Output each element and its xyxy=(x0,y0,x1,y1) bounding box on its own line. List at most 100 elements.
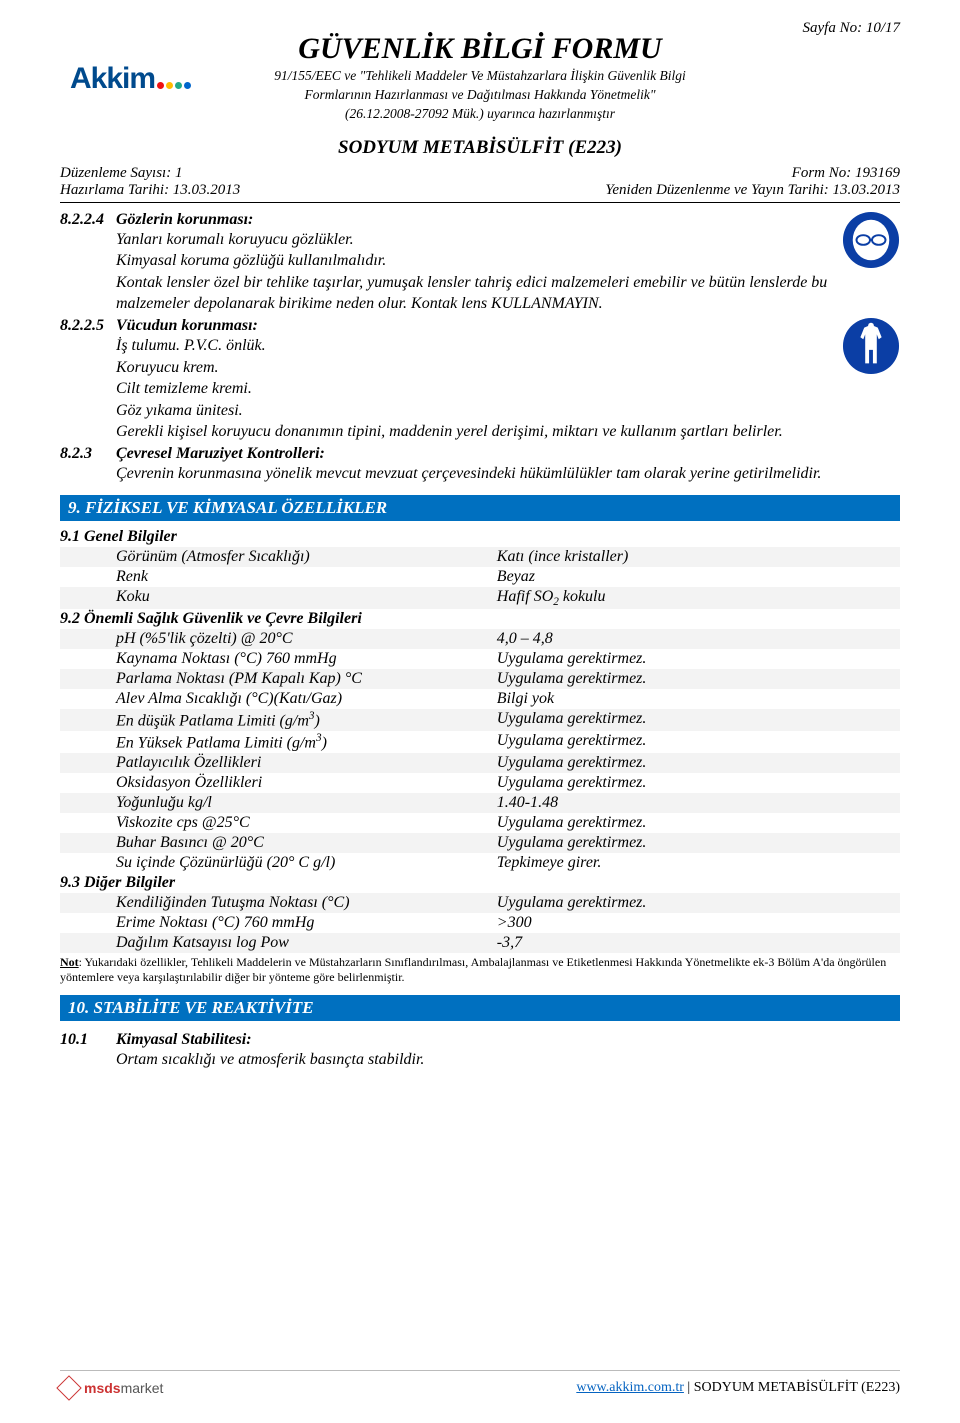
prop-key: Viskozite cps @25°C xyxy=(60,813,497,833)
coverall-icon xyxy=(842,317,900,375)
footer-right: www.akkim.com.tr | SODYUM METABİSÜLFİT (… xyxy=(576,1380,900,1396)
prop-key: Kendiliğinden Tutuşma Noktası (°C) xyxy=(60,893,497,913)
brand-logo-text: Akkim xyxy=(70,62,155,96)
table-group-head: 9.3 Diğer Bilgiler xyxy=(60,873,900,893)
properties-table: 9.1 Genel BilgilerGörünüm (Atmosfer Sıca… xyxy=(60,527,900,954)
goggles-icon xyxy=(842,211,900,269)
doc-meta-row: Düzenleme Sayısı: 1 Hazırlama Tarihi: 13… xyxy=(60,165,900,203)
section-101: 10.1 Kimyasal Stabilitesi: xyxy=(60,1031,900,1049)
body-line: Göz yıkama ünitesi. xyxy=(116,400,900,422)
table-row: Kendiliğinden Tutuşma Noktası (°C)Uygula… xyxy=(60,893,900,913)
prop-key: Erime Noktası (°C) 760 mmHg xyxy=(60,913,497,933)
prop-value: Uygulama gerektirmez. xyxy=(497,773,900,793)
table-row: Kaynama Noktası (°C) 760 mmHgUygulama ge… xyxy=(60,649,900,669)
prop-key: pH (%5'lik çözelti) @ 20°C xyxy=(60,629,497,649)
table-row: En düşük Patlama Limiti (g/m3)Uygulama g… xyxy=(60,709,900,731)
meta-left: Düzenleme Sayısı: 1 xyxy=(60,165,240,182)
section-heading: Gözlerin korunması: xyxy=(116,211,253,229)
prop-key: Yoğunluğu kg/l xyxy=(60,793,497,813)
table-row: Alev Alma Sıcaklığı (°C)(Katı/Gaz)Bilgi … xyxy=(60,689,900,709)
doc-main-title: GÜVENLİK BİLGİ FORMU xyxy=(60,32,900,66)
table-row: Buhar Basıncı @ 20°CUygulama gerektirmez… xyxy=(60,833,900,853)
prop-value: Tepkimeye girer. xyxy=(497,853,900,873)
section-number: 10.1 xyxy=(60,1031,116,1049)
prop-key: Renk xyxy=(60,567,497,587)
logo-dot xyxy=(184,82,191,89)
prop-key: Koku xyxy=(60,587,497,609)
prop-value: Uygulama gerektirmez. xyxy=(497,669,900,689)
body-line: Koruyucu krem. xyxy=(116,357,900,379)
prop-value: Uygulama gerektirmez. xyxy=(497,833,900,853)
body-line: İş tulumu. P.V.C. önlük. xyxy=(116,335,900,357)
section-body: Çevrenin korunmasına yönelik mevcut mevz… xyxy=(116,463,900,485)
section-heading: Çevresel Maruziyet Kontrolleri: xyxy=(116,445,325,463)
body-line: Çevrenin korunmasına yönelik mevcut mevz… xyxy=(116,463,900,485)
table-group-head: 9.1 Genel Bilgiler xyxy=(60,527,900,547)
doc-subtitle-line: (26.12.2008-27092 Mük.) uyarınca hazırla… xyxy=(60,106,900,123)
body-line: Kontak lensler özel bir tehlike taşırlar… xyxy=(116,272,900,315)
header: Akkim GÜVENLİK BİLGİ FORMU 91/155/EEC ve… xyxy=(60,32,900,159)
footer-logo-text: msdsmarket xyxy=(84,1380,163,1396)
section-823: 8.2.3 Çevresel Maruziyet Kontrolleri: xyxy=(60,445,900,463)
prop-value: -3,7 xyxy=(497,933,900,953)
prop-key: Alev Alma Sıcaklığı (°C)(Katı/Gaz) xyxy=(60,689,497,709)
footer-brand-1: msds xyxy=(84,1380,121,1396)
table-row: Su içinde Çözünürlüğü (20° C g/l)Tepkime… xyxy=(60,853,900,873)
table-row: Görünüm (Atmosfer Sıcaklığı)Katı (ince k… xyxy=(60,547,900,567)
table-row: Dağılım Katsayısı log Pow-3,7 xyxy=(60,933,900,953)
prop-key: Patlayıcılık Özellikleri xyxy=(60,753,497,773)
prop-key: Parlama Noktası (PM Kapalı Kap) °C xyxy=(60,669,497,689)
body-line: Gerekli kişisel koruyucu donanımın tipin… xyxy=(116,421,900,443)
meta-left: Hazırlama Tarihi: 13.03.2013 xyxy=(60,182,240,199)
table-row: pH (%5'lik çözelti) @ 20°C4,0 – 4,8 xyxy=(60,629,900,649)
section-bar-9: 9. FİZİKSEL VE KİMYASAL ÖZELLİKLER xyxy=(60,495,900,521)
prop-value: Uygulama gerektirmez. xyxy=(497,753,900,773)
section-heading: Vücudun korunması: xyxy=(116,317,258,335)
table-row: Erime Noktası (°C) 760 mmHg>300 xyxy=(60,913,900,933)
logo-dot xyxy=(157,82,164,89)
prop-value: Uygulama gerektirmez. xyxy=(497,731,900,753)
table-row: En Yüksek Patlama Limiti (g/m3)Uygulama … xyxy=(60,731,900,753)
prop-key: Dağılım Katsayısı log Pow xyxy=(60,933,497,953)
prop-value: Uygulama gerektirmez. xyxy=(497,893,900,913)
section-number: 8.2.3 xyxy=(60,445,116,463)
prop-key: Kaynama Noktası (°C) 760 mmHg xyxy=(60,649,497,669)
section-heading: Kimyasal Stabilitesi: xyxy=(116,1031,252,1049)
footer-logo-icon xyxy=(56,1375,81,1400)
table-row: Oksidasyon ÖzellikleriUygulama gerektirm… xyxy=(60,773,900,793)
prop-key: En Yüksek Patlama Limiti (g/m3) xyxy=(60,731,497,753)
prop-value: Beyaz xyxy=(497,567,900,587)
footer-link[interactable]: www.akkim.com.tr xyxy=(576,1380,684,1395)
section-number: 8.2.2.4 xyxy=(60,211,116,229)
prop-value: >300 xyxy=(497,913,900,933)
prop-value: 1.40-1.48 xyxy=(497,793,900,813)
table-row: Yoğunluğu kg/l1.40-1.48 xyxy=(60,793,900,813)
table-row: Viskozite cps @25°CUygulama gerektirmez. xyxy=(60,813,900,833)
body-line: Ortam sıcaklığı ve atmosferik basınçta s… xyxy=(116,1049,900,1071)
section-body: İş tulumu. P.V.C. önlük. Koruyucu krem. … xyxy=(116,335,900,443)
section-bar-10: 10. STABİLİTE VE REAKTİVİTE xyxy=(60,995,900,1021)
section-number: 8.2.2.5 xyxy=(60,317,116,335)
prop-value: Hafif SO2 kokulu xyxy=(497,587,900,609)
section-body: Yanları korumalı koruyucu gözlükler. Kim… xyxy=(116,229,900,315)
prop-value: Uygulama gerektirmez. xyxy=(497,709,900,731)
table-group-head: 9.2 Önemli Sağlık Güvenlik ve Çevre Bilg… xyxy=(60,609,900,629)
table-row: RenkBeyaz xyxy=(60,567,900,587)
content: 8.2.2.4 Gözlerin korunması: Yanları koru… xyxy=(60,211,900,1071)
prop-key: En düşük Patlama Limiti (g/m3) xyxy=(60,709,497,731)
body-line: Yanları korumalı koruyucu gözlükler. xyxy=(116,229,900,251)
logo-dot xyxy=(166,82,173,89)
body-line: Cilt temizleme kremi. xyxy=(116,378,900,400)
meta-right: Yeniden Düzenlenme ve Yayın Tarihi: 13.0… xyxy=(605,182,900,199)
prop-key: Görünüm (Atmosfer Sıcaklığı) xyxy=(60,547,497,567)
brand-logo-dots xyxy=(157,82,191,89)
body-line: Kimyasal koruma gözlüğü kullanılmalıdır. xyxy=(116,250,900,272)
section-8225: 8.2.2.5 Vücudun korunması: xyxy=(60,317,900,335)
prop-value: Uygulama gerektirmez. xyxy=(497,813,900,833)
prop-value: 4,0 – 4,8 xyxy=(497,629,900,649)
note-label: Not xyxy=(60,955,79,969)
prop-value: Uygulama gerektirmez. xyxy=(497,649,900,669)
table-row: Parlama Noktası (PM Kapalı Kap) °CUygula… xyxy=(60,669,900,689)
table-row: KokuHafif SO2 kokulu xyxy=(60,587,900,609)
product-title: SODYUM METABİSÜLFİT (E223) xyxy=(60,137,900,159)
